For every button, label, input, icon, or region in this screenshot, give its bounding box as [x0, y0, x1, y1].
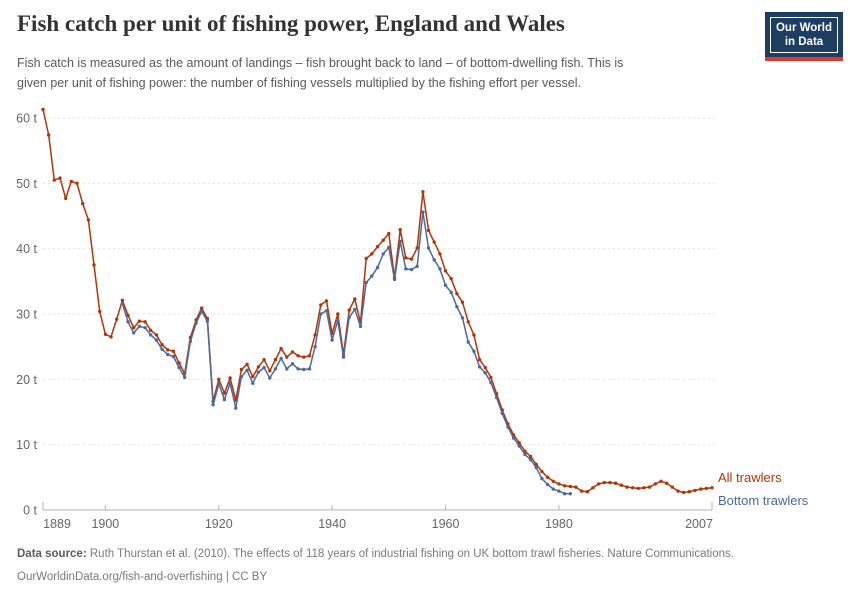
owid-logo-line1: Our World [775, 22, 832, 34]
owid-url-link[interactable]: OurWorldinData.org/fish-and-overfishing [17, 571, 223, 583]
x-axis: 1889 1900 1920 1940 1960 1980 2007 [42, 502, 713, 531]
chart-subtitle: Fish catch is measured as the amount of … [17, 53, 623, 93]
y-axis-tick-label: 40 t [16, 242, 37, 256]
legend-bottom-trawlers[interactable]: Bottom trawlers [718, 493, 809, 508]
x-axis-tick-label: 1889 [43, 517, 71, 531]
series-all-trawlers-points [41, 107, 714, 495]
y-axis-tick-label: 30 t [16, 308, 37, 322]
x-axis-tick-label: 1900 [91, 517, 119, 531]
y-axis-tick-label: 50 t [16, 177, 37, 191]
legend-all-trawlers[interactable]: All trawlers [718, 470, 782, 485]
chart-footer: Data source: Ruth Thurstan et al. (2010)… [17, 543, 734, 589]
x-axis-tick-label: 1960 [432, 517, 460, 531]
series-bottom-trawlers-line [121, 211, 571, 495]
x-axis-tick-label: 1980 [545, 517, 573, 531]
owid-logo-text: Our World in Data [770, 17, 838, 53]
series-all-trawlers-line [42, 109, 713, 494]
subtitle-line-2: given per unit of fishing power: the num… [17, 76, 581, 90]
y-gridlines-and-labels: 0 t 10 t 20 t 30 t 40 t 50 t 60 t [16, 112, 716, 518]
y-axis-tick-label: 0 t [23, 504, 37, 518]
series-bottom-trawlers [120, 210, 572, 496]
series-end-labels: All trawlers Bottom trawlers [718, 466, 808, 512]
x-axis-tick-label: 1940 [318, 517, 346, 531]
series-all-trawlers [41, 107, 714, 495]
y-axis-tick-label: 20 t [16, 373, 37, 387]
owid-logo-stripe [765, 57, 843, 61]
x-axis-tick-label: 2007 [685, 517, 713, 531]
owid-logo[interactable]: Our World in Data [765, 12, 843, 61]
series-bottom-trawlers-points [120, 210, 572, 496]
data-source-line: Data source: Ruth Thurstan et al. (2010)… [17, 548, 734, 560]
y-axis-tick-label: 60 t [16, 112, 37, 126]
page-title: Fish catch per unit of fishing power, En… [17, 11, 565, 36]
data-source-label: Data source: [17, 548, 87, 560]
subtitle-line-1: Fish catch is measured as the amount of … [17, 56, 624, 70]
license-label: | CC BY [225, 571, 268, 583]
owid-logo-line2: in Data [784, 36, 824, 48]
x-axis-tick-label: 1920 [205, 517, 233, 531]
y-axis-tick-label: 10 t [16, 438, 37, 452]
data-source-text: Ruth Thurstan et al. (2010). The effects… [89, 548, 734, 560]
